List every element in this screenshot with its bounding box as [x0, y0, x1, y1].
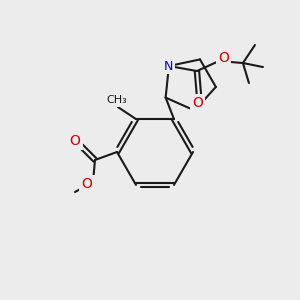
Text: O: O — [218, 51, 230, 65]
Text: N: N — [164, 59, 174, 73]
Text: CH₃: CH₃ — [106, 95, 128, 105]
Text: O: O — [82, 177, 92, 191]
Text: O: O — [70, 134, 80, 148]
Text: O: O — [193, 96, 203, 110]
